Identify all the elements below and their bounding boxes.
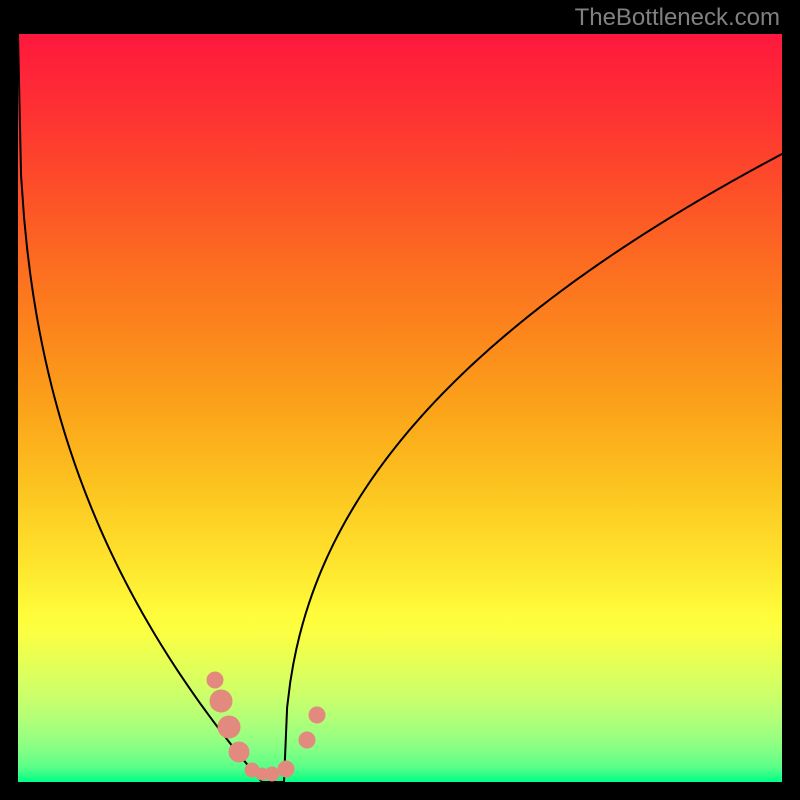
chart-svg <box>18 34 782 782</box>
marker-dot <box>229 742 249 762</box>
marker-dot <box>207 672 223 688</box>
marker-dot <box>309 707 325 723</box>
chart-plot-area <box>18 34 782 782</box>
marker-dot <box>278 761 294 777</box>
watermark-text: TheBottleneck.com <box>575 4 780 32</box>
marker-dot <box>299 732 315 748</box>
marker-dot <box>218 716 240 738</box>
marker-dot <box>265 767 279 781</box>
marker-dot <box>210 690 232 712</box>
chart-background-gradient <box>18 34 782 782</box>
